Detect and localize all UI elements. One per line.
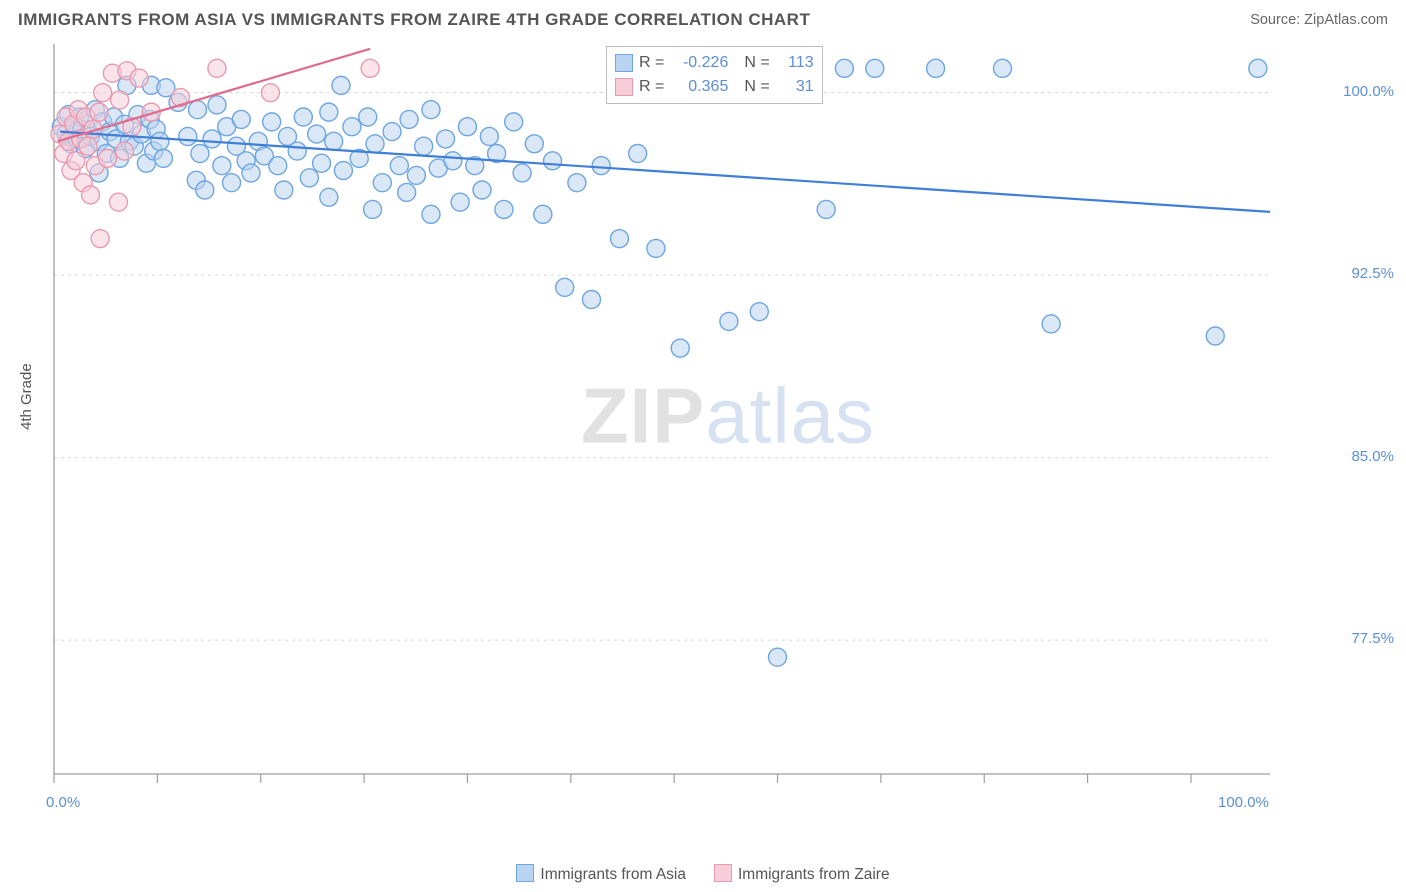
x-tick-label: 0.0%: [46, 794, 80, 811]
legend-swatch: [615, 78, 633, 96]
bottom-legend-item: Immigrants from Asia: [516, 864, 686, 884]
legend-r-value: 0.365: [670, 78, 728, 96]
y-tick-label: 92.5%: [1351, 265, 1394, 282]
scatter-chart: [50, 40, 1340, 810]
legend-n-label: N =: [744, 78, 769, 96]
y-tick-label: 77.5%: [1351, 630, 1394, 647]
y-axis-label: 4th Grade: [18, 363, 35, 430]
legend-r-label: R =: [639, 54, 664, 72]
chart-title: IMMIGRANTS FROM ASIA VS IMMIGRANTS FROM …: [18, 10, 810, 30]
legend-swatch: [615, 54, 633, 72]
correlation-legend: R = -0.226 N = 113 R = 0.365 N = 31: [606, 46, 823, 104]
x-tick-label: 100.0%: [1218, 794, 1269, 811]
legend-n-value: 113: [776, 54, 814, 72]
y-tick-label: 85.0%: [1351, 448, 1394, 465]
legend-swatch: [516, 864, 534, 882]
legend-n-value: 31: [776, 78, 814, 96]
bottom-legend-item: Immigrants from Zaire: [714, 864, 890, 884]
source-label: Source: ZipAtlas.com: [1250, 12, 1388, 28]
legend-r-value: -0.226: [670, 54, 728, 72]
y-tick-label: 100.0%: [1343, 83, 1394, 100]
legend-r-label: R =: [639, 78, 664, 96]
plot-area: ZIPatlas R =-0.226N =113R =0.365N =31 77…: [50, 40, 1406, 810]
title-bar: IMMIGRANTS FROM ASIA VS IMMIGRANTS FROM …: [0, 0, 1406, 36]
corr-legend-row: R = 0.365 N = 31: [615, 75, 814, 99]
legend-n-label: N =: [744, 54, 769, 72]
bottom-legend: Immigrants from Asia Immigrants from Zair…: [0, 864, 1406, 884]
corr-legend-row: R = -0.226 N = 113: [615, 51, 814, 75]
legend-swatch: [714, 864, 732, 882]
